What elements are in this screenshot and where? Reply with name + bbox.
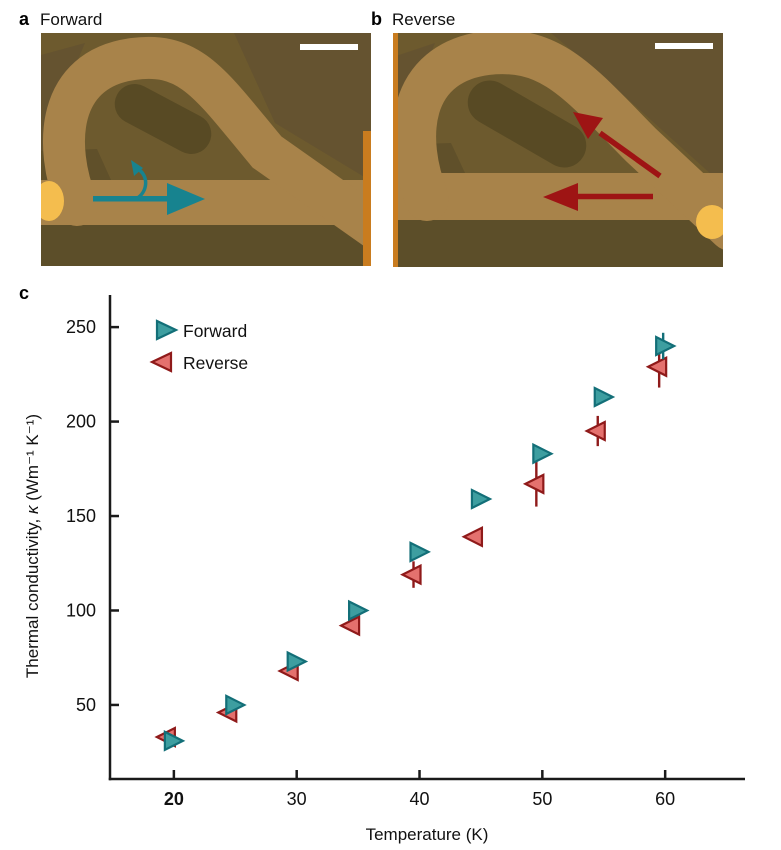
forward-data-point	[409, 541, 431, 563]
edge-strip	[393, 33, 398, 267]
forward-data-point	[163, 730, 186, 752]
y-tick-label: 200	[66, 412, 96, 432]
shading-upper-right	[551, 33, 723, 185]
micrograph-a	[41, 33, 371, 266]
forward-data-point	[655, 335, 677, 357]
contact-dot	[41, 181, 64, 221]
device-loop	[393, 33, 723, 250]
reverse-horizontal-arrow-head	[543, 183, 578, 211]
heat-flow-arrow-forward	[93, 160, 205, 215]
loop-hole	[467, 80, 587, 168]
legend-marker-reverse	[149, 351, 173, 373]
chart-legend: Forward Reverse	[149, 319, 248, 373]
reverse-data-point	[400, 563, 422, 586]
forward-data-point	[470, 488, 493, 510]
x-tick-label: 60	[655, 789, 675, 809]
loop-hole	[114, 83, 212, 155]
reverse-data-point	[584, 420, 606, 442]
panel-a-title: Forward	[40, 10, 103, 29]
x-tick-label: 50	[532, 789, 552, 809]
legend-marker-forward	[155, 319, 179, 341]
y-tick-label: 100	[66, 600, 96, 620]
reverse-diagonal-arrow-shaft	[598, 130, 662, 179]
legend-label-reverse: Reverse	[183, 353, 248, 373]
legend-label-forward: Forward	[183, 321, 247, 341]
panel-b-label: b	[371, 9, 382, 29]
y-axis-label: Thermal conductivity, κ (Wm⁻¹ K⁻¹)	[23, 414, 42, 678]
forward-data-point	[532, 442, 554, 465]
x-tick-label: 20	[164, 789, 184, 809]
thermal-conductivity-chart: 20 30 40 50 60 50 100 150 200 250 Forward Reverse…	[23, 295, 745, 844]
heat-flow-arrows-reverse	[543, 112, 662, 211]
shading-below-bar	[393, 220, 723, 267]
reverse-diagonal-arrow-head	[573, 112, 603, 139]
panel-b-title: Reverse	[392, 10, 456, 29]
micrograph-b	[393, 33, 723, 267]
forward-curl-arrow	[134, 167, 148, 201]
forward-curl-arrow-head	[131, 160, 143, 176]
reverse-data-point	[522, 473, 545, 495]
chart-plot-area: 20 30 40 50 60 50 100 150 200 250	[66, 295, 745, 809]
device-loop	[42, 36, 371, 251]
forward-data-point	[348, 599, 370, 622]
shading-below-bar	[41, 225, 371, 266]
forward-arrow-shaft	[93, 196, 169, 202]
forward-data-point	[593, 386, 616, 408]
x-axis-label: Temperature (K)	[366, 825, 489, 844]
forward-data-point	[225, 694, 247, 716]
forward-arrow-head	[167, 183, 205, 215]
scale-bar-a	[300, 44, 358, 50]
shading-upper-right	[234, 33, 371, 181]
forward-data-point	[286, 650, 309, 673]
contact-dot	[696, 205, 723, 239]
y-tick-label: 150	[66, 506, 96, 526]
panel-c-label: c	[19, 283, 30, 303]
edge-strip	[363, 131, 371, 266]
panel-a-label: a	[19, 9, 30, 29]
x-tick-label: 40	[410, 789, 430, 809]
reverse-data-point	[461, 526, 484, 548]
y-tick-label: 250	[66, 317, 96, 337]
scale-bar-b	[655, 43, 713, 49]
reverse-data-point	[645, 356, 668, 378]
x-tick-label: 30	[287, 789, 307, 809]
reverse-data-point	[338, 614, 361, 637]
y-tick-label: 50	[76, 695, 96, 715]
